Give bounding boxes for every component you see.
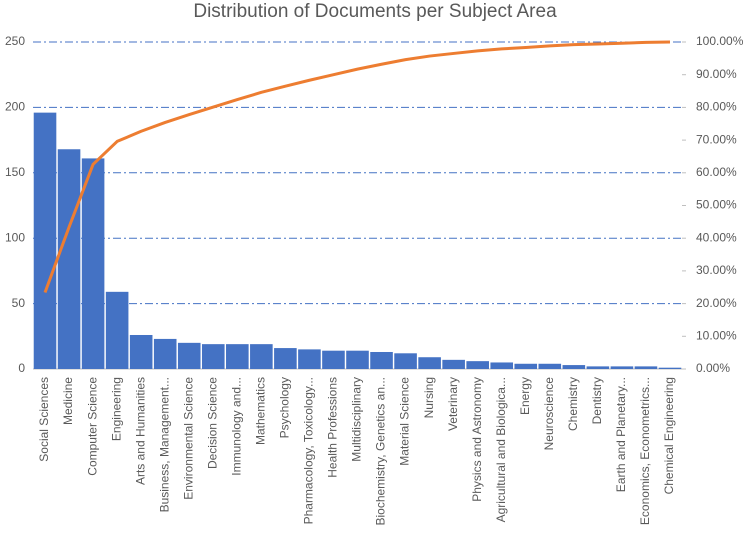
x-tick-label: Immunology and...	[229, 377, 243, 476]
bar	[105, 291, 129, 369]
y-tick-label: 0	[18, 361, 25, 375]
x-tick-label: Decision Science	[205, 377, 219, 469]
y2-tick-label: 80.00%	[696, 100, 737, 114]
bar	[177, 342, 201, 369]
y-tick-label: 200	[5, 100, 25, 114]
x-tick-label: Energy	[518, 377, 532, 415]
bar	[394, 353, 417, 369]
x-tick-label: Material Science	[398, 377, 412, 466]
x-tick-label: Chemistry	[566, 377, 580, 431]
bar	[442, 359, 465, 369]
x-tick-label: Economics, Econometrics...	[638, 377, 652, 525]
chart-title: Distribution of Documents per Subject Ar…	[193, 1, 557, 22]
cumulative-line	[43, 40, 671, 293]
bar	[346, 350, 369, 369]
x-tick-label: Biochemistry, Genetics an...	[374, 377, 388, 526]
bar	[250, 344, 273, 369]
bar	[226, 344, 249, 369]
bar	[322, 350, 345, 369]
bar	[562, 365, 586, 369]
x-tick-label: Pharmacology, Toxicology...	[302, 377, 316, 524]
bar	[610, 366, 634, 369]
y2-tick-label: 60.00%	[696, 165, 737, 179]
bar	[490, 362, 514, 369]
bar	[658, 367, 682, 369]
y-tick-label: 100	[5, 230, 25, 244]
x-tick-label: Arts and Humanities	[133, 377, 147, 485]
y2-tick-label: 10.00%	[696, 328, 737, 342]
y2-tick-label: 70.00%	[696, 132, 737, 146]
x-tick-label: Physics and Astronomy	[470, 377, 484, 502]
y2-tick-label: 50.00%	[696, 198, 737, 212]
x-tick-label: Agricultural and Biologica...	[494, 377, 508, 522]
x-tick-label: Earth and Planetary...	[614, 377, 628, 492]
x-tick-label: Multidisciplinary	[350, 377, 364, 462]
y-tick-label: 250	[5, 34, 25, 48]
y-tick-label: 150	[5, 165, 25, 179]
bar	[153, 338, 177, 369]
x-tick-label: Mathematics	[254, 377, 268, 445]
x-tick-label: Health Professions	[326, 377, 340, 478]
x-tick-label: Chemical Engineering	[662, 377, 676, 494]
x-tick-label: Engineering	[109, 377, 123, 441]
x-tick-label: Business, Management...	[157, 377, 171, 512]
bar	[586, 366, 610, 369]
bar	[33, 112, 57, 369]
y2-tick-label: 100.00%	[696, 34, 744, 48]
x-tick-label: Nursing	[422, 377, 436, 418]
x-tick-label: Social Sciences	[37, 377, 51, 462]
bar	[466, 361, 489, 369]
x-tick-label: Neuroscience	[542, 377, 556, 451]
bar	[57, 149, 81, 369]
x-tick-label: Dentistry	[590, 377, 604, 424]
bar	[274, 348, 297, 369]
x-tick-label: Medicine	[61, 377, 75, 425]
bar	[634, 366, 658, 369]
y2-tick-label: 40.00%	[696, 230, 737, 244]
y2-tick-label: 0.00%	[696, 361, 730, 375]
y-tick-label: 50	[12, 296, 26, 310]
bar	[538, 363, 562, 369]
bar	[81, 158, 105, 369]
bar	[129, 334, 153, 369]
bar	[370, 351, 393, 369]
x-tick-label: Computer Science	[85, 377, 99, 476]
bar	[201, 344, 225, 369]
y2-tick-label: 20.00%	[696, 296, 737, 310]
bar	[298, 349, 321, 369]
bar	[514, 363, 538, 369]
y2-tick-label: 90.00%	[696, 67, 737, 81]
x-tick-label: Veterinary	[446, 377, 460, 431]
x-tick-label: Environmental Science	[181, 377, 195, 500]
bar	[418, 357, 441, 369]
y2-tick-label: 30.00%	[696, 263, 737, 277]
x-tick-label: Psychology	[278, 377, 292, 438]
